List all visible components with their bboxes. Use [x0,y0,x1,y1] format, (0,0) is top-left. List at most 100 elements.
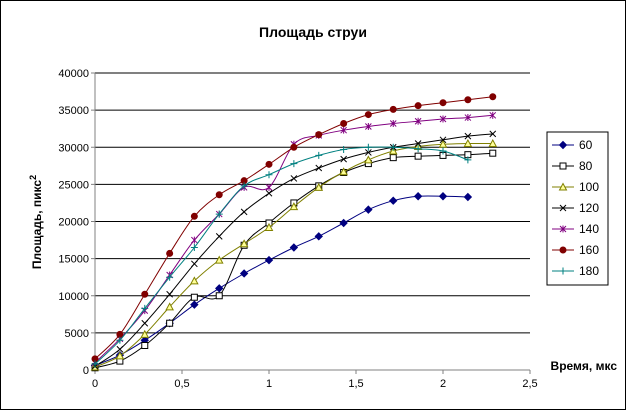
data-point [414,152,422,160]
data-point [314,182,324,191]
legend-marker [558,140,568,150]
legend-item: 80 [552,159,593,173]
x-tick-label: 0,5 [174,378,189,390]
data-point [365,122,372,130]
data-point [315,164,323,172]
data-point [489,130,497,138]
data-point [166,290,173,298]
data-point [489,149,497,157]
data-point [365,149,372,156]
data-point [165,302,174,311]
y-axis-title: Площадь, пикс2 [28,175,44,269]
data-point [91,360,99,368]
y-tick-label: 40000 [58,68,89,80]
data-point [488,138,498,148]
legend-item: 100 [552,180,599,194]
data-point [414,117,422,125]
legend-item: 120 [552,201,599,215]
data-point [190,243,198,251]
legend: 60 80 100 120 140 160 180 [546,131,609,286]
data-point [140,329,150,338]
y-axis-title-text: Площадь, пикс [30,180,44,270]
legend-label: 80 [579,159,593,173]
data-point [389,105,397,113]
legend-label: 180 [579,264,599,278]
data-point [190,300,199,309]
data-point [141,290,149,298]
data-point [166,249,174,257]
legend-marker [559,246,567,254]
data-point [239,239,249,248]
data-point [389,119,397,127]
data-point [264,255,274,265]
data-point [464,156,472,164]
data-point [215,284,224,293]
y-tick-label: 35000 [58,105,89,117]
data-point [364,143,372,151]
legend-label: 100 [579,180,599,194]
data-point [290,143,298,151]
data-point [339,167,348,176]
svg-text:Площадь, пикс2: Площадь, пикс2 [28,175,44,269]
y-tick-label: 10000 [58,291,89,303]
series-160 [91,93,497,363]
x-tick-label: 2 [440,378,446,390]
data-point [438,192,448,201]
data-point [314,232,323,241]
data-point [191,236,198,244]
series-line [94,146,469,365]
data-point [340,145,348,153]
series-line [94,195,468,366]
data-point [439,115,447,123]
legend-item: 180 [552,264,599,278]
x-tick-label: 1,5 [348,378,363,390]
data-point [239,269,249,278]
legend-marker [559,204,567,212]
data-point [463,138,473,148]
y-tick-label: 0 [83,365,89,377]
y-tick-label: 30000 [58,142,89,154]
y-tick-label: 15000 [58,254,89,266]
data-point [265,160,273,168]
data-point [364,155,373,164]
data-point [191,260,198,268]
data-point [190,212,198,220]
data-point [290,175,298,182]
data-point [240,208,248,216]
data-point [389,143,397,151]
data-point [116,336,124,344]
chart-title: Площадь струи [259,24,367,40]
data-point [215,292,223,300]
legend-marker [559,162,567,170]
data-point [414,140,422,147]
legend-item: 60 [552,138,593,152]
data-point [414,102,422,110]
data-point [340,155,347,163]
data-point [264,222,274,231]
data-point [389,196,398,205]
data-point [289,202,299,211]
data-point [464,132,472,140]
data-point [290,160,298,168]
data-point [166,273,174,281]
data-point [340,119,348,127]
data-point [141,319,149,327]
y-tick-label: 5000 [65,328,89,340]
data-point [439,147,447,155]
data-point [215,191,223,199]
legend-item: 140 [552,222,599,236]
legend-label: 140 [579,222,599,236]
data-point [364,111,372,119]
data-point [166,319,174,327]
legend-item: 160 [552,243,599,257]
data-point [315,131,323,139]
legend-marker [558,182,568,191]
data-point [141,341,149,349]
data-point [265,189,273,197]
series-180 [91,143,472,368]
data-point [315,151,323,159]
legend-marker [559,225,567,233]
